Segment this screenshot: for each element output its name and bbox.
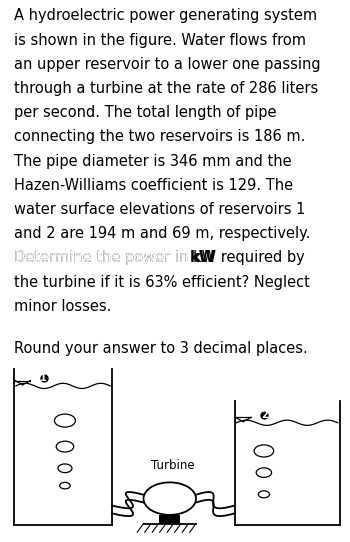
Text: connecting the two reservoirs is 186 m.: connecting the two reservoirs is 186 m. — [14, 130, 305, 144]
Text: 2: 2 — [261, 410, 268, 420]
Text: 1: 1 — [40, 373, 47, 383]
Text: the turbine if it is 63% efficient? Neglect: the turbine if it is 63% efficient? Negl… — [14, 275, 310, 289]
Text: is shown in the figure. Water flows from: is shown in the figure. Water flows from — [14, 33, 306, 48]
Text: and 2 are 194 m and 69 m, respectively.: and 2 are 194 m and 69 m, respectively. — [14, 226, 310, 241]
Text: Determine the power in kW required by: Determine the power in kW required by — [14, 250, 305, 266]
Text: Determine the power in: Determine the power in — [14, 250, 193, 266]
Text: A hydroelectric power generating system: A hydroelectric power generating system — [14, 9, 317, 23]
Text: through a turbine at the rate of 286 liters: through a turbine at the rate of 286 lit… — [14, 81, 318, 96]
Text: minor losses.: minor losses. — [14, 299, 111, 314]
Text: kW: kW — [189, 250, 215, 266]
Text: an upper reservoir to a lower one passing: an upper reservoir to a lower one passin… — [14, 57, 321, 72]
Text: Round your answer to 3 decimal places.: Round your answer to 3 decimal places. — [14, 341, 308, 357]
Text: water surface elevations of reservoirs 1: water surface elevations of reservoirs 1 — [14, 202, 305, 217]
Bar — [159, 515, 180, 524]
Text: Turbine: Turbine — [152, 459, 195, 472]
Text: per second. The total length of pipe: per second. The total length of pipe — [14, 105, 276, 120]
Text: Hazen-Williams coefficient is 129. The: Hazen-Williams coefficient is 129. The — [14, 178, 293, 193]
Text: The pipe diameter is 346 mm and the: The pipe diameter is 346 mm and the — [14, 153, 292, 169]
